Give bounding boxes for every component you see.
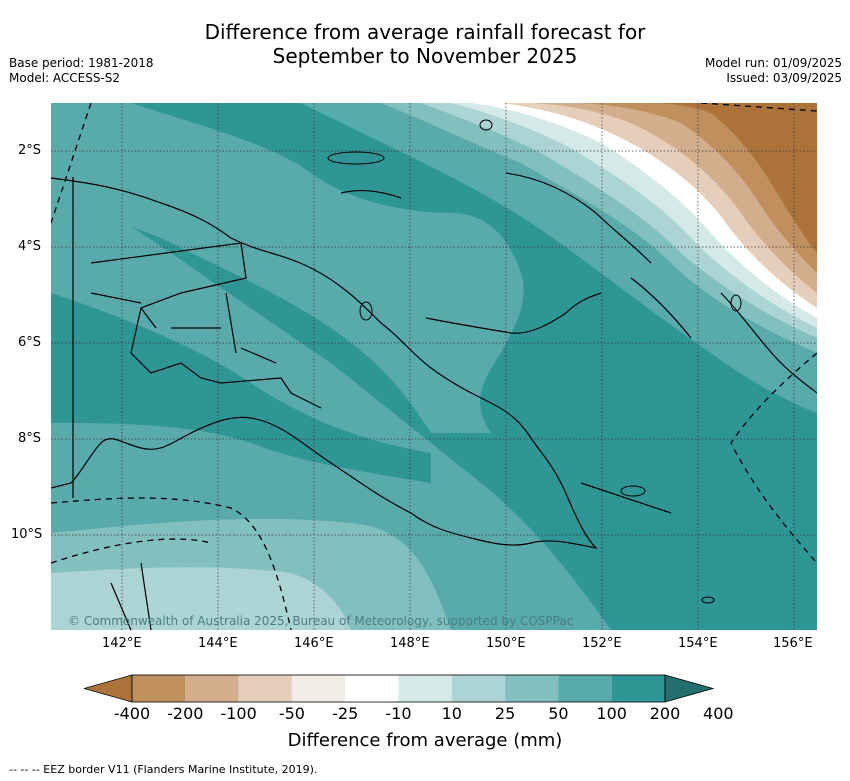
colorbar-svg [82, 674, 715, 703]
colorbar-segment [451, 675, 506, 702]
colorbar-segment [132, 675, 186, 702]
colorbar-tick-label: -400 [113, 704, 151, 723]
lon-label: 148°E [390, 636, 430, 651]
colorbar-segment [345, 675, 399, 702]
lon-label: 146°E [294, 636, 334, 651]
colorbar-outline [131, 674, 666, 703]
lon-label: 142°E [102, 636, 142, 651]
lighter-band-sw [51, 567, 351, 630]
colorbar-segment [558, 675, 612, 702]
lon-label: 156°E [773, 636, 813, 651]
title-line-2: September to November 2025 [272, 44, 578, 68]
lon-label: 152°E [582, 636, 622, 651]
colorbar-title: Difference from average (mm) [287, 730, 563, 751]
lon-label: 154°E [678, 636, 718, 651]
colorbar-tick-label: 10 [441, 704, 462, 723]
colorbar-tick-label: -50 [278, 704, 305, 723]
lat-label: 8°S [18, 431, 42, 446]
colorbar-segment [505, 675, 559, 702]
colorbar-tick-label: -200 [167, 704, 204, 723]
lon-label: 144°E [198, 636, 238, 651]
colorbar-tick-label: -25 [332, 704, 359, 723]
colorbar-segment [611, 675, 665, 702]
model-name: Model: ACCESS-S2 [9, 71, 121, 85]
eez-legend-note: -- -- -- EEZ border V11 (Flanders Marine… [9, 763, 318, 776]
colorbar-extend-low [82, 674, 133, 703]
lon-label: 150°E [486, 636, 526, 651]
model-run: Model run: 01/09/2025 [704, 56, 842, 70]
colorbar-segment [238, 675, 292, 702]
colorbar-segment [291, 675, 346, 702]
copyright-note: © Commonwealth of Australia 2025, Bureau… [68, 614, 574, 628]
colorbar-tick-label: 25 [494, 704, 516, 723]
map-svg [51, 103, 817, 630]
colorbar-tick-label: 400 [703, 704, 734, 723]
medium-band [51, 103, 524, 433]
meta-left: Base period: 1981-2018 Model: ACCESS-S2 [9, 56, 154, 86]
base-period: Base period: 1981-2018 [9, 56, 154, 70]
lat-label: 2°S [18, 143, 42, 158]
chart-title: Difference from average rainfall forecas… [0, 20, 850, 68]
colorbar-tick-label: 200 [649, 704, 681, 723]
wet-band-west [51, 293, 431, 483]
colorbar-tick-label: -100 [220, 704, 257, 723]
colorbar-tick-label: 50 [548, 704, 569, 723]
colorbar-tick-label: 100 [596, 704, 627, 723]
colorbar-tick-label: -10 [385, 704, 412, 723]
title-line-1: Difference from average rainfall forecas… [204, 20, 646, 44]
colorbar [82, 674, 768, 708]
islands [327, 119, 742, 604]
meta-right: Model run: 01/09/2025 Issued: 03/09/2025 [705, 56, 842, 86]
issued-date: Issued: 03/09/2025 [726, 71, 842, 85]
colorbar-extend-high [664, 674, 715, 703]
band-ab [651, 103, 817, 253]
rainfall-map: © Commonwealth of Australia 2025, Bureau… [51, 103, 817, 630]
lat-label: 10°S [11, 527, 43, 542]
lat-label: 6°S [18, 335, 42, 350]
graticule [51, 103, 817, 630]
coastlines [51, 172, 817, 630]
lat-label: 4°S [18, 239, 42, 254]
eez-borders [51, 103, 817, 630]
colorbar-segment [398, 675, 452, 702]
colorbar-segment [185, 675, 239, 702]
